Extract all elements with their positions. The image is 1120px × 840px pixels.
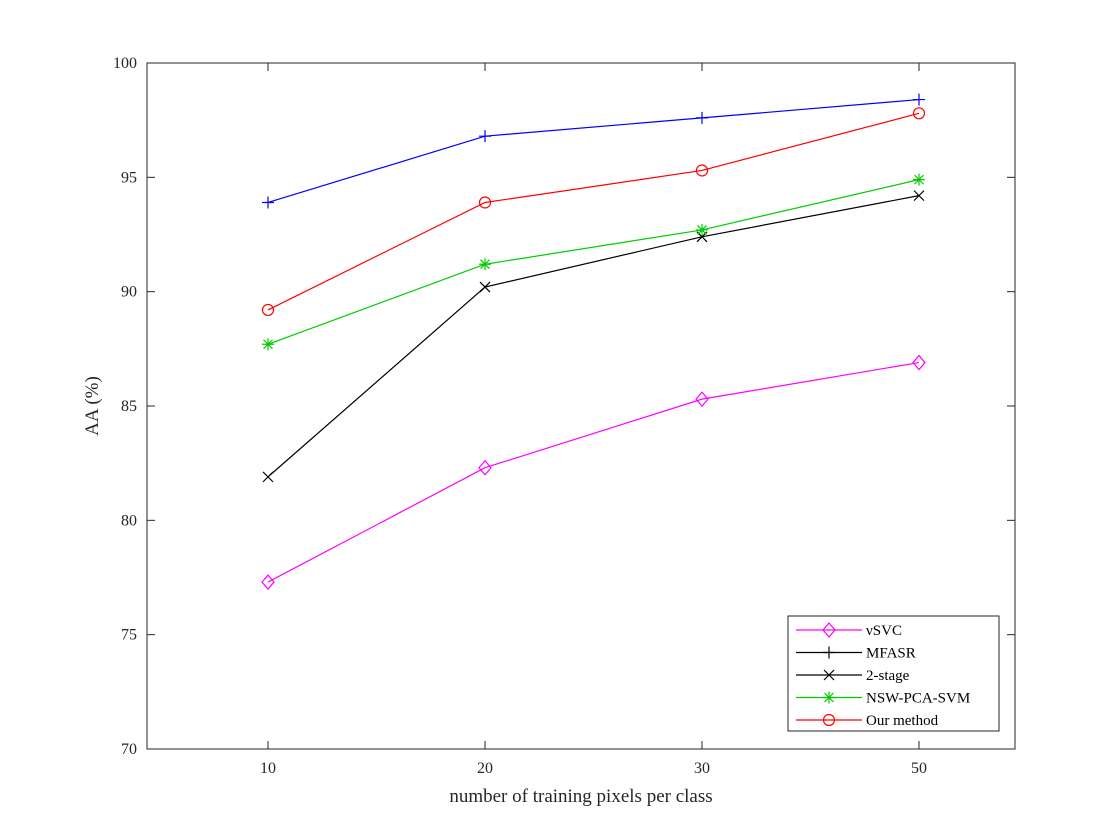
legend-entry: MFASR (796, 646, 916, 662)
legend-box (787, 615, 1000, 732)
legend-label: NSW-PCA-SVM (866, 691, 970, 707)
series-line (267, 195, 920, 478)
y-tick-label: 90 (121, 284, 137, 301)
data-point (478, 196, 492, 209)
series-line (267, 179, 920, 345)
legend-marker (823, 691, 835, 704)
legend-entry: Our method (796, 713, 939, 729)
legend-marker (822, 713, 836, 727)
y-tick-label: 95 (121, 169, 137, 186)
data-point (262, 338, 274, 351)
data-point (478, 459, 492, 476)
y-tick-label: 85 (121, 398, 137, 415)
x-tick-label: 10 (260, 760, 276, 777)
y-tick-label: 75 (121, 627, 137, 644)
legend-label: 2-stage (866, 668, 910, 684)
data-point (695, 391, 709, 408)
series-0 (261, 354, 926, 590)
series-3 (262, 173, 925, 351)
x-axis-label: number of training pixels per class (449, 786, 712, 807)
series-line (267, 98, 920, 204)
legend-entry: νSVC (796, 622, 902, 639)
x-tick-label: 30 (694, 760, 710, 777)
legend-marker (823, 646, 835, 659)
data-point (479, 258, 491, 271)
y-axis: 70 75 80 85 90 95 100 (113, 55, 1015, 758)
series-1 (262, 93, 925, 209)
data-point (696, 111, 708, 124)
legend-marker (823, 669, 835, 681)
data-point (696, 223, 708, 236)
data-point (913, 190, 925, 202)
series-4 (261, 107, 926, 317)
data-point (262, 196, 274, 209)
data-point (262, 471, 274, 483)
x-tick-label: 20 (477, 760, 493, 777)
y-tick-label: 80 (121, 512, 137, 529)
y-tick-label: 70 (121, 741, 137, 758)
series-line (267, 361, 920, 583)
series-2 (262, 190, 925, 483)
legend-label: Our method (866, 713, 939, 729)
data-point (261, 574, 275, 590)
data-point (479, 130, 491, 143)
data-point (479, 281, 491, 293)
x-tick-label: 50 (911, 760, 927, 777)
legend-entry: NSW-PCA-SVM (796, 691, 970, 707)
legend-entry: 2-stage (796, 668, 910, 684)
data-point (912, 354, 926, 371)
y-tick-label: 100 (113, 55, 137, 72)
legend: νSVC MFASR 2-stage NSW-PCA-SVM Our method (787, 615, 1000, 732)
legend-label: MFASR (866, 646, 916, 662)
series-line (267, 112, 920, 311)
x-axis: 10 20 30 50 (260, 63, 927, 777)
y-axis-label: AA (%) (82, 376, 103, 436)
data-point (261, 303, 275, 317)
data-point (913, 173, 925, 186)
data-point (912, 107, 926, 120)
legend-marker (822, 622, 836, 638)
legend-label: νSVC (866, 623, 902, 639)
data-point (913, 93, 925, 106)
series-layer (261, 93, 926, 590)
data-point (695, 164, 709, 177)
